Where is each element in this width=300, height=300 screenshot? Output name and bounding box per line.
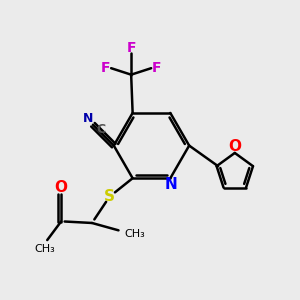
Text: CH₃: CH₃ xyxy=(34,244,55,254)
Text: N: N xyxy=(82,112,93,125)
Text: N: N xyxy=(164,177,177,192)
Text: F: F xyxy=(101,61,111,75)
Text: F: F xyxy=(126,41,136,55)
Text: F: F xyxy=(152,61,161,75)
Text: C: C xyxy=(96,123,105,136)
Text: O: O xyxy=(229,139,242,154)
Text: O: O xyxy=(55,180,68,195)
Text: S: S xyxy=(104,189,115,204)
Text: CH₃: CH₃ xyxy=(124,229,145,239)
